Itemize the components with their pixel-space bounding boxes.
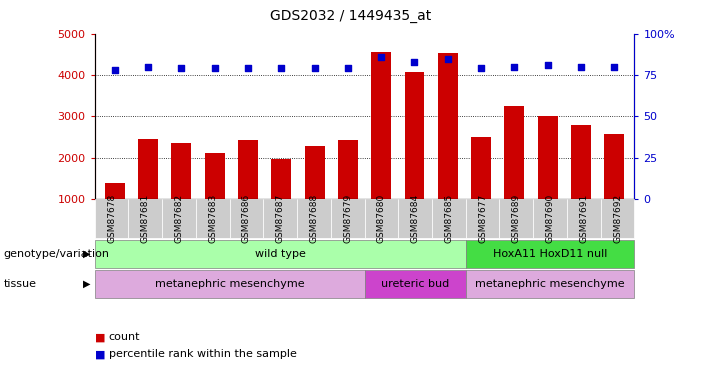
Text: GSM87691: GSM87691 — [579, 194, 588, 243]
Point — [209, 65, 220, 71]
Text: metanephric mesenchyme: metanephric mesenchyme — [155, 279, 304, 289]
Point — [243, 65, 254, 71]
Text: GSM87678: GSM87678 — [107, 194, 116, 243]
Point — [409, 59, 420, 65]
Bar — [438, 53, 458, 199]
Bar — [404, 72, 425, 199]
Point — [608, 64, 620, 70]
Bar — [471, 137, 491, 199]
Text: GSM87684: GSM87684 — [411, 194, 420, 243]
Text: tissue: tissue — [4, 279, 36, 289]
Text: GSM87677: GSM87677 — [478, 194, 487, 243]
Text: ▶: ▶ — [83, 249, 90, 259]
Text: GSM87681: GSM87681 — [141, 194, 150, 243]
Text: GSM87686: GSM87686 — [242, 194, 251, 243]
Text: GSM87680: GSM87680 — [377, 194, 386, 243]
Point — [342, 65, 353, 71]
Bar — [538, 116, 558, 199]
Text: wild type: wild type — [254, 249, 306, 259]
Text: percentile rank within the sample: percentile rank within the sample — [109, 350, 297, 359]
Text: ▶: ▶ — [83, 279, 90, 289]
Bar — [571, 125, 591, 199]
Text: GSM87685: GSM87685 — [444, 194, 454, 243]
Text: ■: ■ — [95, 350, 105, 359]
Point — [275, 65, 287, 71]
Bar — [338, 140, 358, 199]
Point — [576, 64, 587, 70]
Text: metanephric mesenchyme: metanephric mesenchyme — [475, 279, 625, 289]
Point — [376, 54, 387, 60]
Point — [109, 67, 121, 73]
Bar — [372, 52, 391, 199]
Text: GDS2032 / 1449435_at: GDS2032 / 1449435_at — [270, 9, 431, 23]
Bar — [238, 140, 258, 199]
Text: GSM87689: GSM87689 — [512, 194, 521, 243]
Point — [176, 65, 187, 71]
Bar — [271, 159, 291, 199]
Text: GSM87692: GSM87692 — [613, 194, 622, 243]
Bar — [138, 139, 158, 199]
Text: GSM87683: GSM87683 — [208, 194, 217, 243]
Point — [442, 56, 454, 62]
Point — [309, 65, 320, 71]
Text: GSM87687: GSM87687 — [275, 194, 285, 243]
Bar — [205, 153, 224, 199]
Text: count: count — [109, 333, 140, 342]
Text: GSM87688: GSM87688 — [309, 194, 318, 243]
Bar — [505, 106, 524, 199]
Bar — [171, 142, 191, 199]
Text: GSM87690: GSM87690 — [545, 194, 554, 243]
Text: ■: ■ — [95, 333, 105, 342]
Bar — [604, 134, 625, 199]
Point — [542, 62, 553, 68]
Text: genotype/variation: genotype/variation — [4, 249, 109, 259]
Text: ureteric bud: ureteric bud — [381, 279, 449, 289]
Text: HoxA11 HoxD11 null: HoxA11 HoxD11 null — [493, 249, 607, 259]
Text: GSM87679: GSM87679 — [343, 194, 352, 243]
Point — [475, 65, 486, 71]
Bar — [304, 146, 325, 199]
Bar — [104, 183, 125, 199]
Text: GSM87682: GSM87682 — [175, 194, 184, 243]
Point — [509, 64, 520, 70]
Point — [142, 64, 154, 70]
